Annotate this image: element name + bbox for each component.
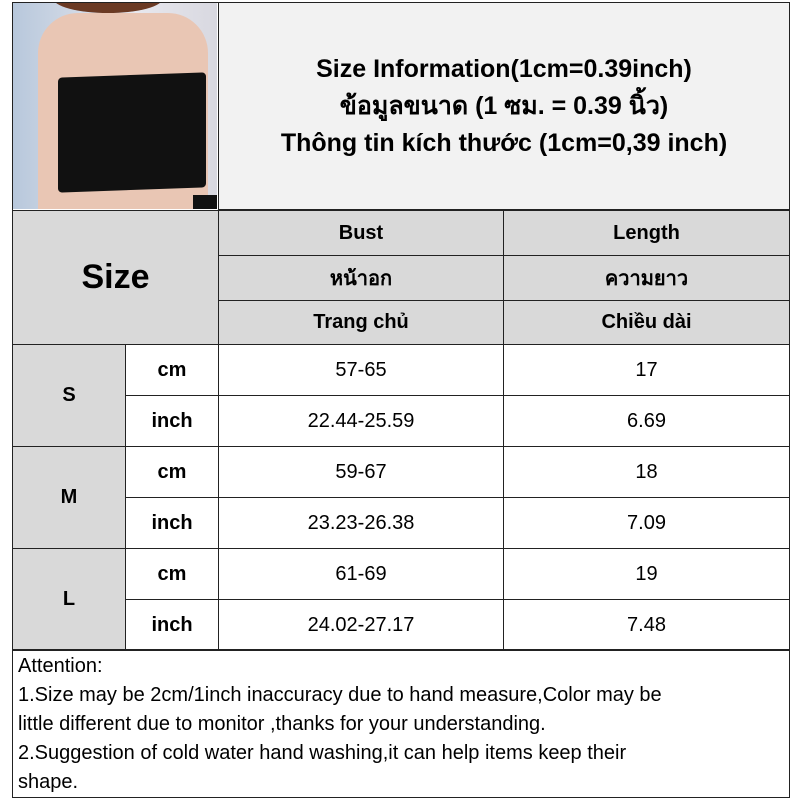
attention-line: shape. bbox=[18, 771, 79, 793]
length-value: 18 bbox=[503, 446, 790, 498]
bust-value: 22.44-25.59 bbox=[218, 395, 504, 447]
attention-line: little different due to monitor ,thanks … bbox=[18, 713, 546, 735]
size-label: L bbox=[12, 548, 126, 651]
size-label: S bbox=[12, 344, 126, 447]
attention-line: 1.Size may be 2cm/1inch inaccuracy due t… bbox=[18, 684, 662, 706]
title-th: ข้อมูลขนาด (1 ซม. = 0.39 นิ้ว) bbox=[339, 91, 669, 120]
length-value: 17 bbox=[503, 344, 790, 396]
attention-label: Attention: bbox=[18, 655, 103, 677]
unit-label: cm bbox=[125, 344, 219, 396]
length-value: 7.09 bbox=[503, 497, 790, 549]
title-en: Size Information(1cm=0.39inch) bbox=[316, 54, 692, 83]
bust-value: 23.23-26.38 bbox=[218, 497, 504, 549]
length-value: 7.48 bbox=[503, 599, 790, 651]
size-label: M bbox=[12, 446, 126, 549]
attention-notes: Attention: 1.Size may be 2cm/1inch inacc… bbox=[12, 649, 790, 798]
length-header-en: Length bbox=[503, 210, 790, 256]
size-header: Size bbox=[12, 210, 219, 345]
unit-label: cm bbox=[125, 548, 219, 600]
length-header-th: ความยาว bbox=[503, 255, 790, 301]
bust-value: 24.02-27.17 bbox=[218, 599, 504, 651]
product-photo bbox=[13, 3, 217, 209]
bust-header-th: หน้าอก bbox=[218, 255, 504, 301]
bust-header-en: Bust bbox=[218, 210, 504, 256]
unit-label: inch bbox=[125, 599, 219, 651]
bust-value: 59-67 bbox=[218, 446, 504, 498]
unit-label: cm bbox=[125, 446, 219, 498]
length-value: 6.69 bbox=[503, 395, 790, 447]
bust-header-vi: Trang chủ bbox=[218, 300, 504, 345]
title-vi: Thông tin kích thước (1cm=0,39 inch) bbox=[280, 128, 728, 157]
length-header-vi: Chiều dài bbox=[503, 300, 790, 345]
bust-value: 57-65 bbox=[218, 344, 504, 396]
length-value: 19 bbox=[503, 548, 790, 600]
size-info-title: Size Information(1cm=0.39inch) ข้อมูลขนา… bbox=[218, 2, 790, 210]
attention-line: 2.Suggestion of cold water hand washing,… bbox=[18, 742, 627, 764]
unit-label: inch bbox=[125, 395, 219, 447]
unit-label: inch bbox=[125, 497, 219, 549]
bust-value: 61-69 bbox=[218, 548, 504, 600]
